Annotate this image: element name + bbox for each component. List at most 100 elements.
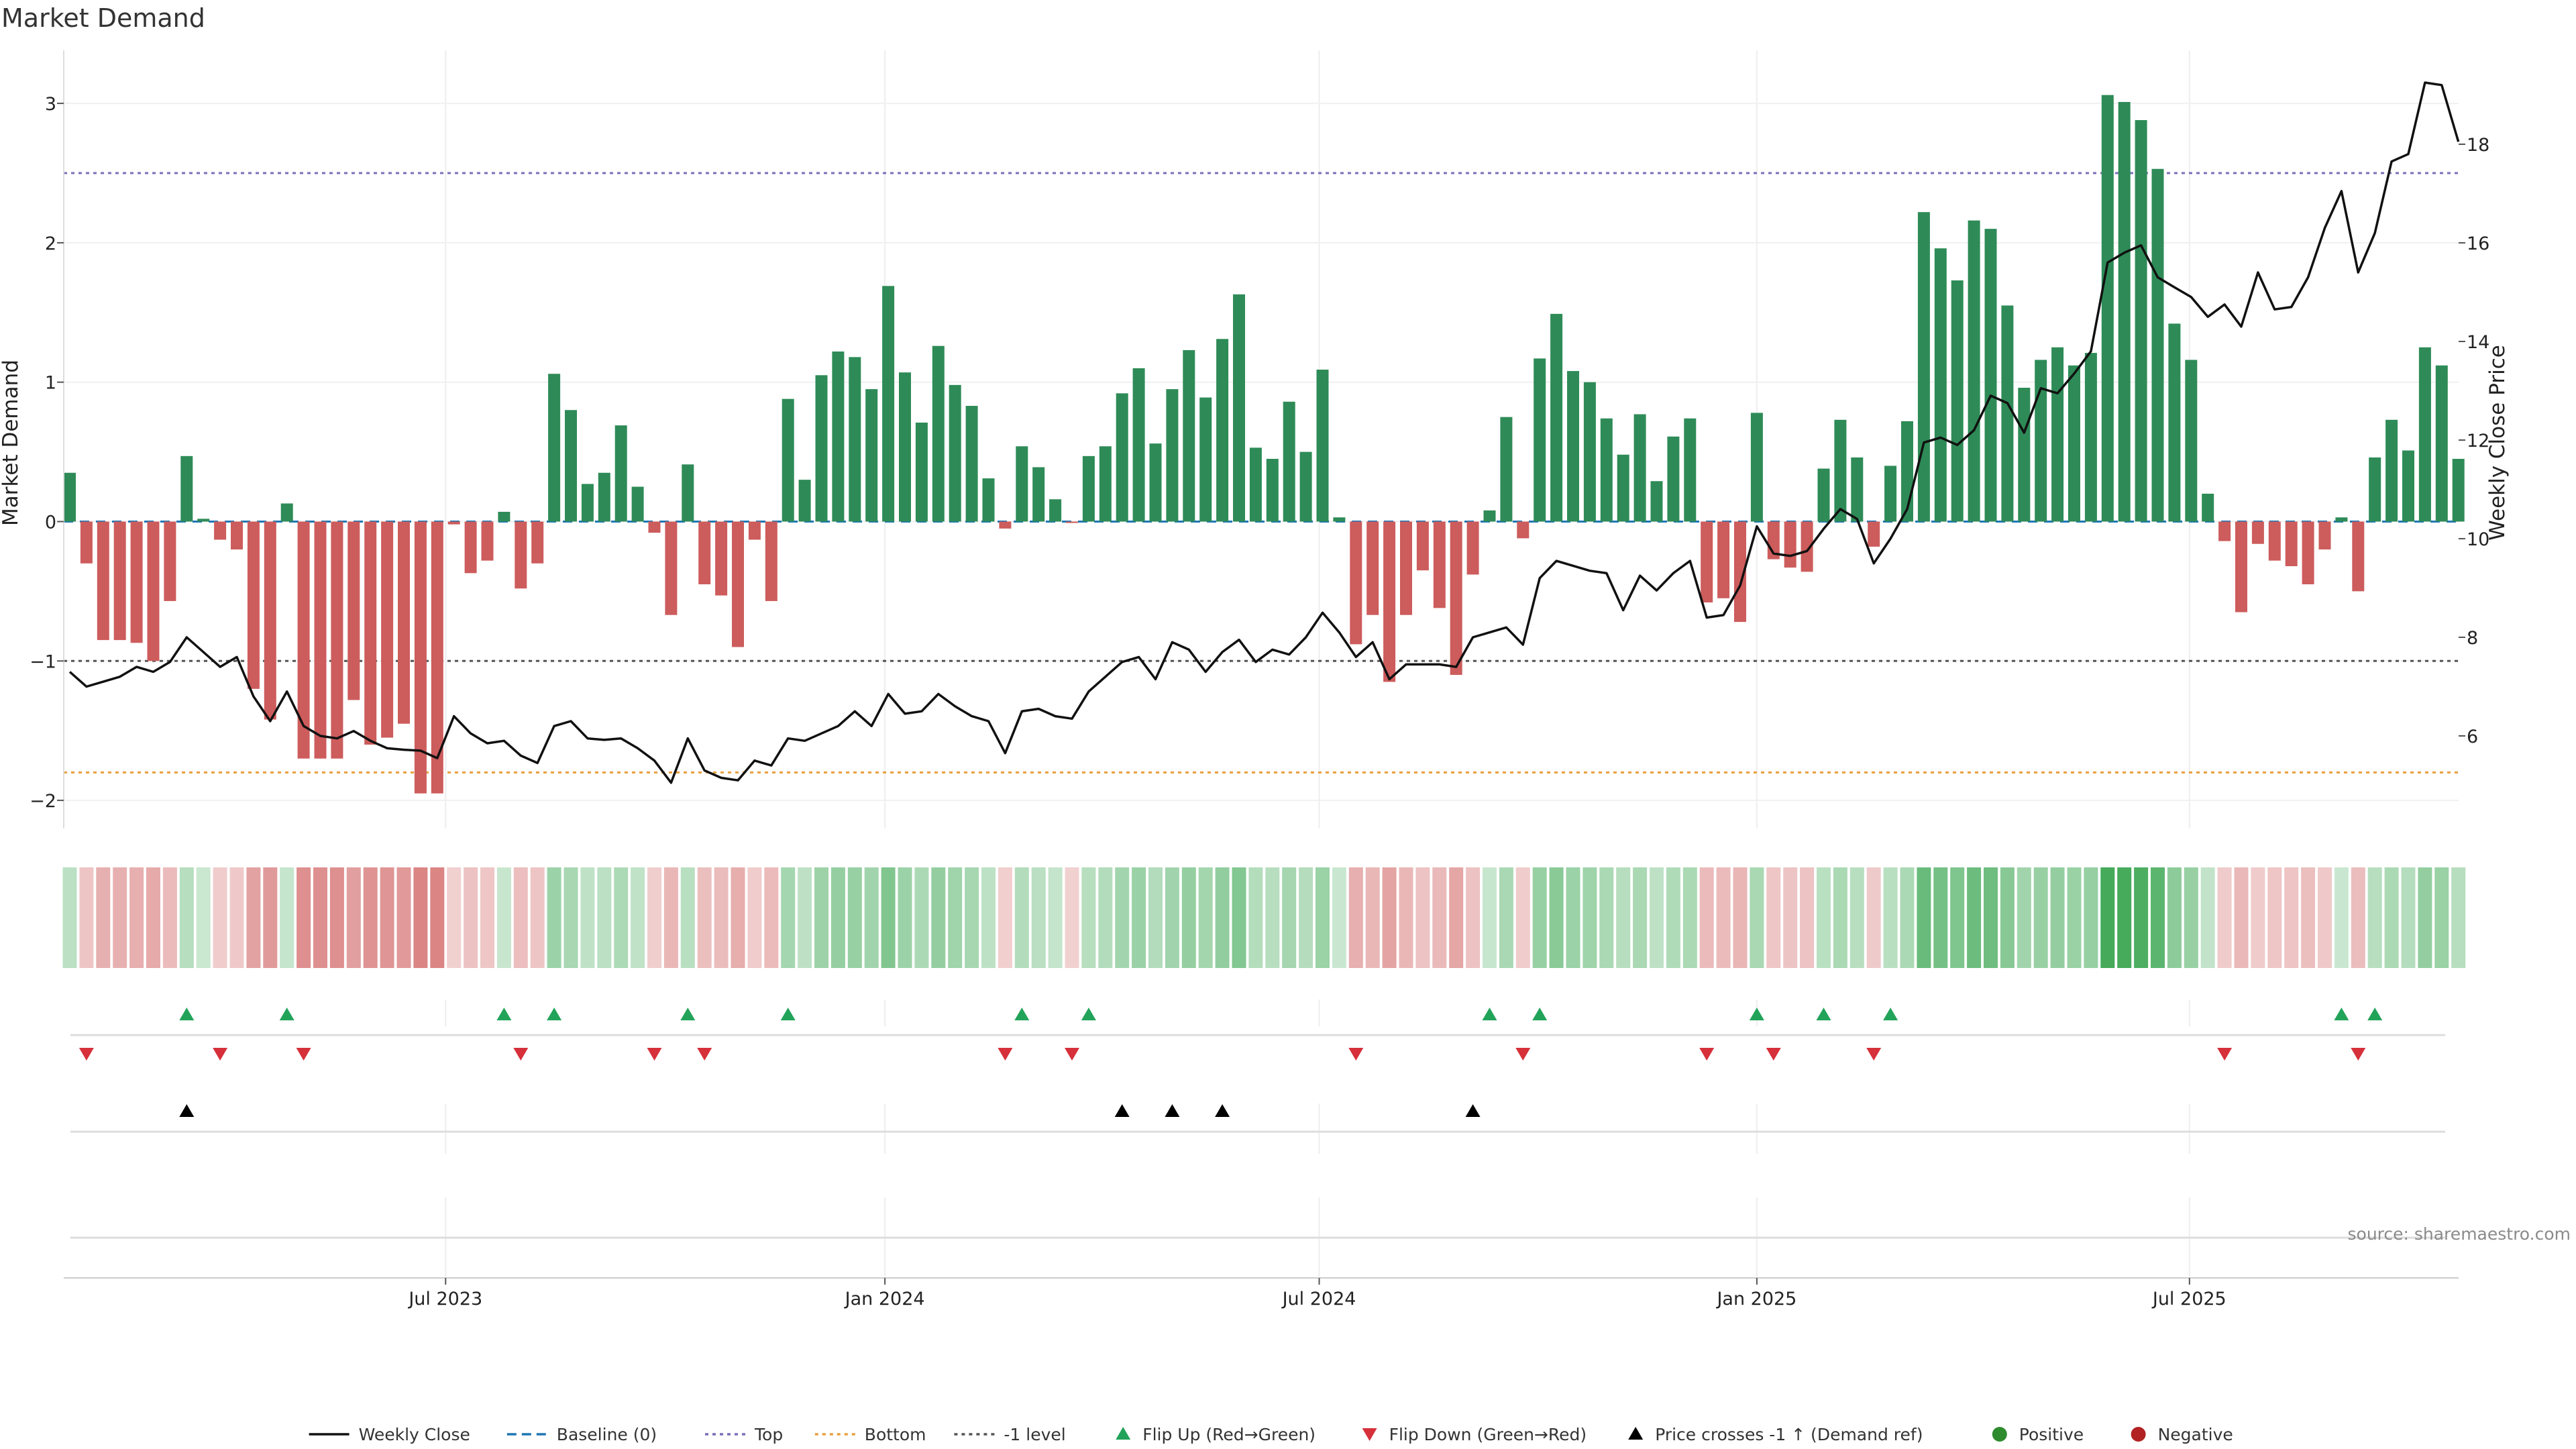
heat-cell bbox=[1299, 867, 1313, 968]
demand-bar bbox=[2285, 521, 2298, 566]
heat-cell bbox=[1014, 867, 1029, 968]
heat-cell bbox=[480, 867, 494, 968]
heat-cell bbox=[1666, 867, 1680, 968]
demand-bar bbox=[849, 357, 861, 522]
demand-bar bbox=[1183, 350, 1195, 522]
y-tick-label: 0 bbox=[45, 513, 56, 533]
heat-cell bbox=[79, 867, 94, 968]
demand-bar bbox=[2135, 120, 2147, 522]
legend-swatch bbox=[1116, 1427, 1131, 1440]
demand-bar bbox=[1299, 451, 1312, 522]
demand-bar bbox=[2235, 521, 2247, 612]
demand-bar bbox=[782, 398, 794, 522]
flip-down-marker bbox=[998, 1048, 1013, 1061]
y-tick-label: −1 bbox=[30, 651, 56, 672]
demand-bar bbox=[97, 521, 109, 641]
heat-cell bbox=[2117, 867, 2132, 968]
heat-cell bbox=[2234, 867, 2249, 968]
heat-cell bbox=[1081, 867, 1096, 968]
demand-bar bbox=[414, 521, 427, 794]
demand-bar bbox=[2051, 347, 2064, 522]
demand-bar bbox=[1400, 521, 1412, 615]
flip-down-marker bbox=[1866, 1048, 1882, 1061]
heat-cell bbox=[1833, 867, 1847, 968]
demand-bar bbox=[1717, 521, 1730, 598]
flip-up-marker bbox=[1883, 1008, 1898, 1020]
heat-cell bbox=[1332, 867, 1346, 968]
demand-bar bbox=[982, 478, 995, 522]
heat-cell bbox=[647, 867, 661, 968]
y2-tick-label: 16 bbox=[2467, 233, 2489, 254]
heat-cell bbox=[2367, 867, 2382, 968]
demand-bar bbox=[932, 345, 945, 522]
demand-bar bbox=[297, 521, 310, 759]
heat-cell bbox=[96, 867, 111, 968]
heat-cell bbox=[263, 867, 278, 968]
heat-cell bbox=[1432, 867, 1447, 968]
heat-cell bbox=[2451, 867, 2466, 968]
demand-bar bbox=[798, 480, 811, 522]
demand-bar bbox=[1500, 417, 1513, 522]
heat-cell bbox=[162, 867, 177, 968]
price-cross-marker bbox=[1215, 1104, 1230, 1117]
heat-cell bbox=[1048, 867, 1063, 968]
demand-bar bbox=[1583, 382, 1596, 522]
demand-bar bbox=[2335, 517, 2348, 522]
demand-bar bbox=[899, 372, 911, 522]
heat-cell bbox=[948, 867, 963, 968]
price-cross-marker bbox=[1114, 1104, 1130, 1117]
x-tick-label: Jan 2024 bbox=[844, 1289, 925, 1309]
legend-swatch bbox=[1628, 1427, 1644, 1440]
heat-cell bbox=[1348, 867, 1363, 968]
heat-cell bbox=[2384, 867, 2399, 968]
flip-down-marker bbox=[1065, 1048, 1079, 1061]
heat-cell bbox=[213, 867, 227, 968]
demand-bar bbox=[2352, 521, 2365, 592]
heat-cell bbox=[2434, 867, 2449, 968]
demand-bar bbox=[2118, 102, 2131, 522]
demand-bar bbox=[214, 521, 227, 540]
heat-cell bbox=[597, 867, 612, 968]
weekly-close-line bbox=[68, 81, 2460, 784]
demand-bar bbox=[113, 521, 126, 641]
demand-bar bbox=[2452, 458, 2465, 522]
demand-bar bbox=[815, 375, 828, 522]
heat-cell bbox=[1766, 867, 1781, 968]
heat-cell bbox=[965, 867, 979, 968]
heat-cell bbox=[280, 867, 294, 968]
demand-bar bbox=[832, 351, 845, 522]
heat-cell bbox=[464, 867, 478, 968]
demand-bar bbox=[1567, 371, 1579, 522]
demand-bar bbox=[2268, 521, 2281, 561]
demand-bar bbox=[280, 503, 293, 522]
price-cross-marker bbox=[1165, 1104, 1180, 1117]
heat-cell bbox=[246, 867, 261, 968]
heat-cell bbox=[1181, 867, 1196, 968]
heat-cell bbox=[413, 867, 428, 968]
heat-cell bbox=[329, 867, 344, 968]
heat-cell bbox=[1599, 867, 1614, 968]
heat-cell bbox=[1515, 867, 1530, 968]
heat-cell bbox=[496, 867, 511, 968]
demand-bar bbox=[2101, 95, 2114, 522]
demand-bar bbox=[915, 422, 928, 522]
flip-up-marker bbox=[547, 1008, 562, 1020]
demand-bar bbox=[2218, 521, 2231, 541]
heat-cell bbox=[229, 867, 244, 968]
chart-title: Market Demand bbox=[1, 3, 205, 33]
demand-bar bbox=[247, 521, 260, 689]
demand-bar bbox=[2001, 305, 2014, 522]
heat-cell bbox=[881, 867, 896, 968]
heat-cell bbox=[2050, 867, 2065, 968]
demand-bar bbox=[1633, 414, 1646, 522]
demand-bar bbox=[398, 521, 410, 724]
heat-cell bbox=[297, 867, 311, 968]
demand-bar bbox=[2251, 521, 2264, 544]
flip-up-marker bbox=[1014, 1008, 1030, 1020]
heat-cell bbox=[731, 867, 745, 968]
legend: Weekly Close Baseline (0) Top Bottom -1 leve… bbox=[309, 1425, 2233, 1444]
demand-bar bbox=[2402, 450, 2414, 522]
heat-cell bbox=[814, 867, 828, 968]
heat-cell bbox=[998, 867, 1012, 968]
